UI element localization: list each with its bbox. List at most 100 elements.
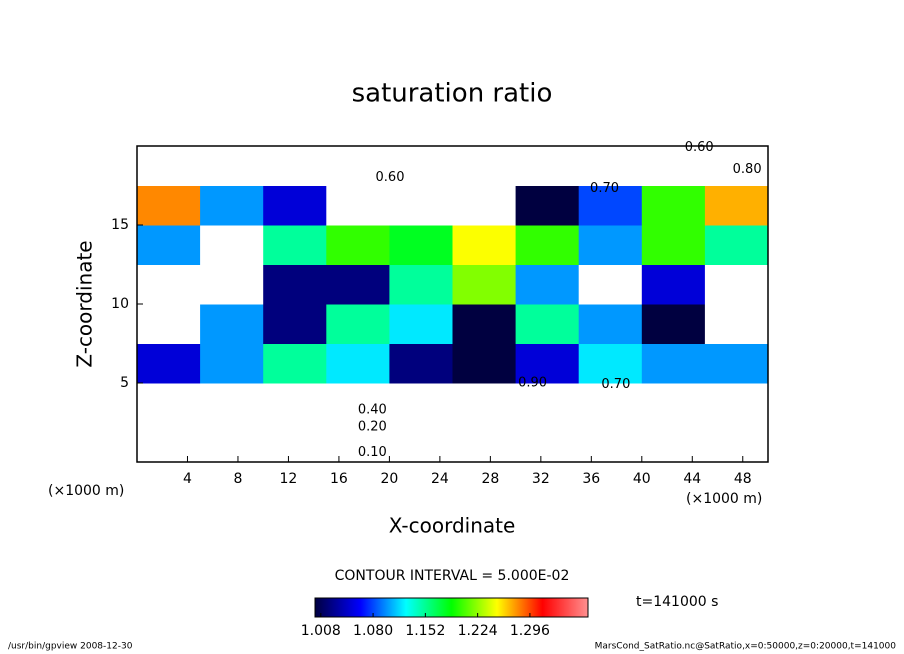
field-cell (326, 383, 390, 423)
field-cell (137, 264, 201, 305)
field-cell (200, 146, 264, 186)
field-cell (137, 343, 201, 384)
field-cell (452, 304, 517, 344)
field-cell (704, 422, 769, 463)
colorbar-tick-label: 1.224 (458, 623, 498, 639)
contour-label: 0.70 (601, 377, 630, 392)
field-cell (578, 185, 643, 226)
x-tick-label: 20 (380, 471, 398, 487)
field-cell (641, 185, 706, 226)
field-cell (263, 383, 327, 423)
footer-left: /usr/bin/gpview 2008-12-30 (8, 642, 133, 652)
field-cell (200, 185, 264, 226)
field-cell (452, 225, 517, 265)
field-cell (452, 264, 517, 305)
field-cell (515, 225, 580, 265)
field-cell (326, 422, 390, 463)
contour-label: 0.10 (358, 445, 387, 460)
field-cell (515, 146, 580, 186)
field-cell (326, 185, 390, 226)
contour-interval: CONTOUR INTERVAL = 5.000E-02 (335, 568, 570, 584)
field-cell (452, 185, 517, 226)
field-cell (326, 264, 390, 305)
y-tick-label: 5 (120, 375, 129, 391)
field-cell (200, 304, 264, 344)
field-cell (641, 225, 706, 265)
field-cell (578, 343, 643, 384)
field-cell (641, 264, 706, 305)
field-cell (578, 225, 643, 265)
field-cell (137, 225, 201, 265)
contour-label: 0.60 (685, 140, 714, 155)
x-tick-label: 16 (330, 471, 348, 487)
x-tick-label: 36 (582, 471, 600, 487)
field-cell (641, 304, 706, 344)
colorbar-tick-label: 1.008 (301, 623, 341, 639)
field-cell (263, 304, 327, 344)
field-cell (515, 304, 580, 344)
chart-title: saturation ratio (352, 79, 553, 109)
contour-label: 0.60 (376, 170, 405, 185)
field-cell (641, 146, 706, 186)
field-cell (389, 383, 453, 423)
field-cell (704, 304, 769, 344)
field-cell (137, 304, 201, 344)
field-cell (515, 422, 580, 463)
x-tick-label: 12 (280, 471, 298, 487)
time-label: t=141000 s (636, 594, 718, 610)
field-cell (704, 343, 769, 384)
contour-label: 0.80 (733, 162, 762, 177)
y-tick-label: 10 (111, 296, 129, 312)
field-cell (452, 343, 517, 384)
y-tick-label: 15 (111, 217, 129, 233)
field-cell (200, 264, 264, 305)
field-cell (704, 225, 769, 265)
field-cell (389, 146, 453, 186)
x-tick-label: 8 (233, 471, 242, 487)
field-cell (578, 304, 643, 344)
field-cell (200, 343, 264, 384)
field-cell (389, 185, 453, 226)
colorbar (314, 597, 589, 618)
x-tick-label: 24 (431, 471, 449, 487)
contour-label: 0.20 (358, 420, 387, 435)
field-cell (263, 422, 327, 463)
field-cell (704, 383, 769, 423)
colorbar-tick-label: 1.152 (405, 623, 445, 639)
field-cell (263, 225, 327, 265)
contour-label: 0.40 (358, 402, 387, 417)
contour-label: 0.90 (518, 376, 547, 391)
field-cell (389, 304, 453, 344)
y-unit: (×1000 m) (48, 483, 124, 499)
field-cell (326, 304, 390, 344)
field-cell (452, 146, 517, 186)
x-axis-label: X-coordinate (389, 514, 516, 538)
field-cell (704, 146, 769, 186)
colorbar-tick-label: 1.080 (353, 623, 393, 639)
footer-right: MarsCond_SatRatio.nc@SatRatio,x=0:50000,… (595, 642, 897, 652)
field-cell (389, 343, 453, 384)
field-cell (200, 422, 264, 463)
x-tick-label: 32 (532, 471, 550, 487)
x-tick-label: 28 (481, 471, 499, 487)
field-cell (452, 383, 517, 423)
field-cell (704, 264, 769, 305)
field-cell (200, 225, 264, 265)
field-cell (137, 383, 201, 423)
field-cell (578, 383, 643, 423)
field-cell (578, 146, 643, 186)
field-cell (326, 343, 390, 384)
field-cell (137, 146, 201, 186)
colorbar-tick-label: 1.296 (510, 623, 550, 639)
field-cell (515, 264, 580, 305)
field-cell (641, 422, 706, 463)
field-cell (389, 422, 453, 463)
field-cell (641, 343, 706, 384)
field-cell (263, 343, 327, 384)
field-cell (326, 146, 390, 186)
field-cell (389, 225, 453, 265)
field-cell (452, 422, 517, 463)
x-tick-label: 44 (683, 471, 701, 487)
field-cell (263, 146, 327, 186)
